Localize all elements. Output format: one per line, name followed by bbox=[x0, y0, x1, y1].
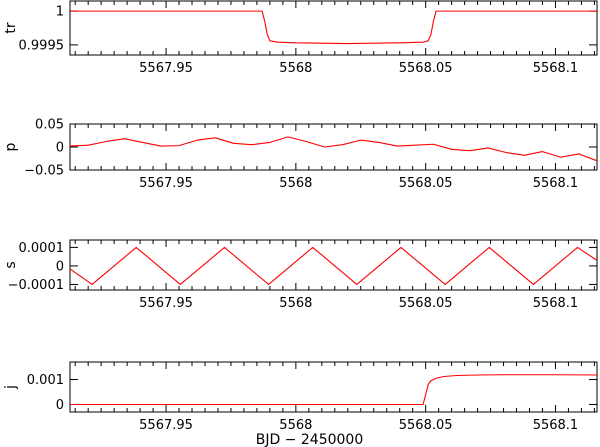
y-tick-label: 0.0001 bbox=[19, 241, 65, 256]
x-tick-label: 5568.05 bbox=[399, 61, 453, 76]
x-tick-label: 5568.05 bbox=[399, 176, 453, 191]
y-tick-label: 0.05 bbox=[35, 118, 64, 133]
panel-p: 5567.95 5568 5568.05 5568.1 0.05 0 −0.05 p bbox=[3, 118, 598, 191]
y-tick-label: 0 bbox=[56, 398, 64, 413]
x-tick-label: 5568 bbox=[279, 176, 312, 191]
series-line-j bbox=[70, 374, 598, 406]
series-line-s bbox=[69, 246, 598, 285]
y-axis-label: tr bbox=[3, 22, 19, 33]
x-tick-label: 5568.1 bbox=[533, 61, 579, 76]
x-tick-label: 5568 bbox=[279, 61, 312, 76]
series-line-tr bbox=[70, 10, 597, 45]
x-axis-label: BJD − 2450000 bbox=[256, 432, 364, 447]
x-tick-label: 5568 bbox=[279, 418, 312, 433]
x-tick-label: 5567.95 bbox=[139, 176, 193, 191]
x-tick-label: 5568 bbox=[279, 296, 312, 311]
x-tick-label: 5568.1 bbox=[533, 176, 579, 191]
y-tick-label: −0.0001 bbox=[8, 278, 64, 293]
plot-frame bbox=[69, 0, 598, 56]
plot-frame bbox=[69, 123, 598, 171]
y-axis-label: p bbox=[3, 142, 19, 151]
plot-frame bbox=[69, 361, 598, 413]
x-tick-label: 5567.95 bbox=[139, 296, 193, 311]
y-tick-label: 0.9995 bbox=[19, 38, 65, 53]
panel-j: 5567.95 5568 5568.05 5568.1 0.001 0 j BJD − 245… bbox=[3, 361, 598, 447]
y-tick-label: −0.05 bbox=[24, 164, 64, 179]
y-axis-label: s bbox=[3, 261, 19, 268]
y-tick-label: 0.001 bbox=[27, 373, 64, 388]
plot-frame bbox=[69, 239, 598, 291]
series-line-p bbox=[69, 136, 598, 162]
y-tick-label: 0 bbox=[56, 259, 64, 274]
x-tick-label: 5568.05 bbox=[399, 296, 453, 311]
x-tick-label: 5568.1 bbox=[533, 296, 579, 311]
y-tick-label: 1 bbox=[56, 5, 64, 20]
panel-s: 5567.95 5568 5568.05 5568.1 0.0001 0 −0.0001 s bbox=[3, 239, 598, 311]
x-tick-label: 5568.05 bbox=[399, 418, 453, 433]
y-axis-label: j bbox=[3, 385, 19, 390]
x-tick-label: 5567.95 bbox=[139, 418, 193, 433]
x-tick-label: 5567.95 bbox=[139, 61, 193, 76]
x-tick-label: 5568.1 bbox=[533, 418, 579, 433]
y-tick-label: 0 bbox=[56, 141, 64, 156]
